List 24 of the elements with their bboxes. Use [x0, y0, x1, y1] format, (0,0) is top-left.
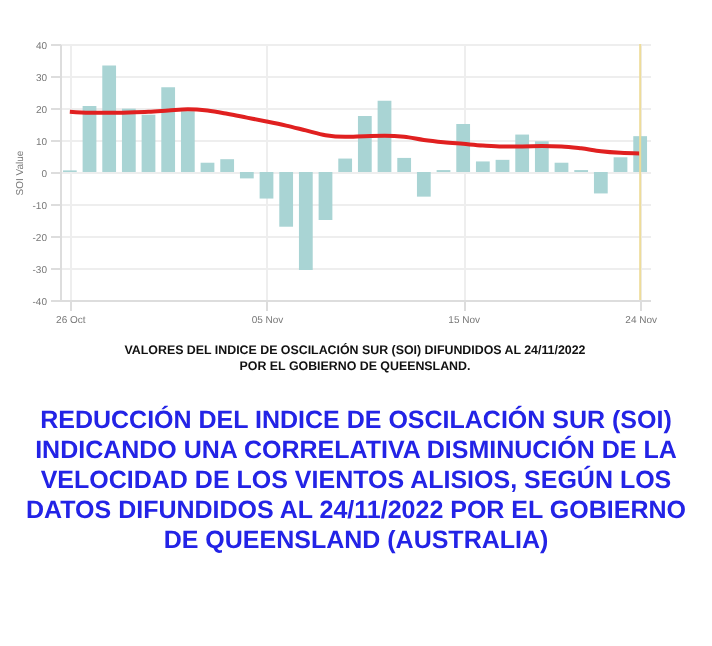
- bar: [357, 116, 372, 172]
- bar: [259, 172, 274, 199]
- bar: [338, 158, 353, 172]
- bar: [554, 162, 569, 172]
- line-series: [67, 107, 643, 156]
- bar: [141, 114, 156, 172]
- bar: [495, 159, 510, 172]
- bar: [416, 172, 431, 197]
- bar: [220, 159, 235, 172]
- bar: [161, 87, 176, 172]
- bar: [102, 65, 117, 172]
- bar: [456, 124, 471, 172]
- bar: [279, 172, 294, 227]
- text: REDUCCIÓN DEL INDICE DE OSCILACIÓN SUR (SOI) INDICANDO UNA CORRELATIVA DISMINUCIÓN DE LA VELOCIDAD DE LOS VIENTOS ALISIOS, SEGÚN LOS DATOS DIFUNDIDOS AL 24/11/2022 POR EL GOBIERNO DE QUEENSLAND (AUSTRALIA): [26, 406, 686, 556]
- bar: [613, 157, 628, 172]
- bar: [318, 172, 333, 220]
- bar: [298, 172, 313, 270]
- bar: [593, 172, 608, 194]
- bar: [239, 172, 254, 179]
- bar: [180, 111, 195, 172]
- bar: [397, 157, 412, 172]
- bar: [121, 108, 136, 172]
- bar: [475, 161, 490, 172]
- bar: [200, 162, 215, 172]
